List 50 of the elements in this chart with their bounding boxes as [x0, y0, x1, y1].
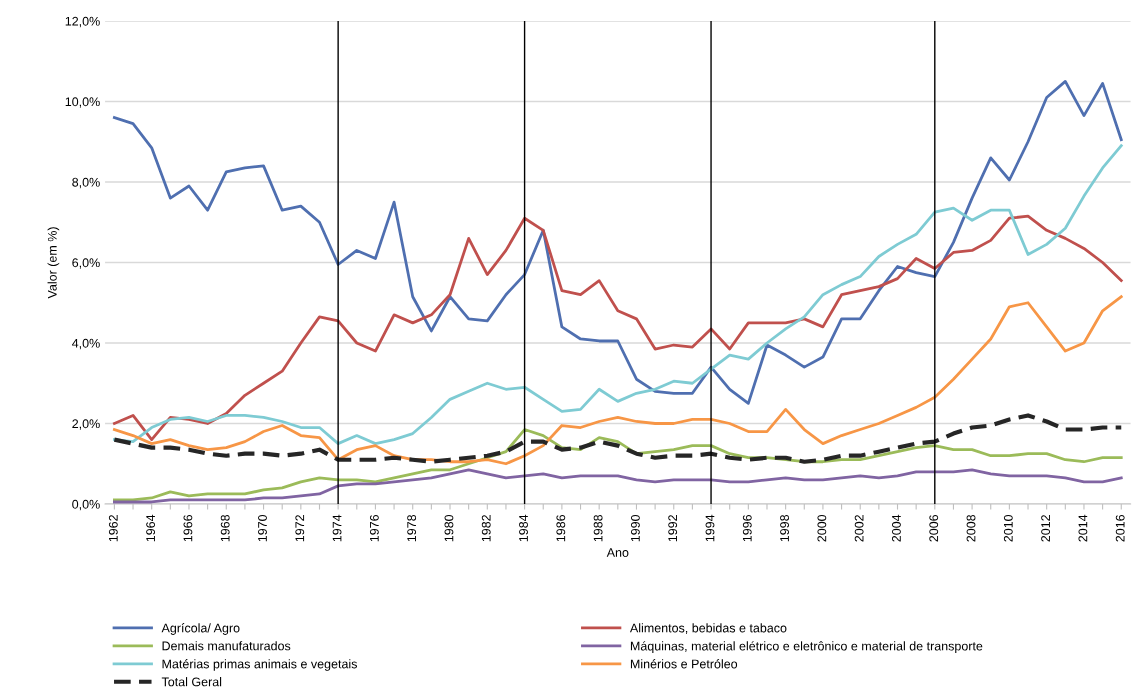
x-tick-label: 1992 — [668, 515, 678, 542]
x-tick-label: 1998 — [780, 514, 789, 542]
y-tick-label: 0,0% — [72, 499, 100, 511]
x-tick-label: 1968 — [220, 514, 230, 542]
legend-label: Demais manufaturados — [162, 641, 291, 651]
x-tick-label: 1988 — [593, 514, 603, 542]
x-axis-title: Ano — [606, 548, 629, 557]
x-tick-label: 1970 — [258, 514, 267, 542]
x-tick-label: 1974 — [332, 514, 342, 542]
x-tick-label: 1982 — [481, 515, 491, 542]
legend-label: Máquinas, material elétrico e eletrônico e material de transporte — [630, 641, 983, 653]
y-tick-label: 6,0% — [72, 258, 100, 269]
x-tick-label: 2006 — [929, 514, 939, 542]
x-tick-label: 1972 — [295, 515, 305, 542]
x-tick-label: 2012 — [1041, 515, 1051, 542]
x-tick-label: 2004 — [892, 514, 901, 542]
line-series — [113, 79, 1123, 405]
x-tick-label: 1978 — [407, 514, 417, 542]
x-tick-label: 1966 — [183, 514, 193, 542]
line-series — [113, 295, 1123, 466]
x-tick-label: 1986 — [556, 514, 566, 542]
x-tick-label: 2008 — [966, 514, 976, 542]
x-tick-label: 1962 — [108, 515, 118, 542]
legend-label: Agrícola/ Agro — [161, 623, 240, 635]
x-tick-label: 1994 — [705, 514, 715, 542]
x-tick-label: 1976 — [369, 514, 379, 542]
y-tick-label: 4,0% — [72, 338, 100, 350]
line-series — [113, 468, 1123, 504]
line-series — [113, 214, 1123, 441]
x-tick-label: 2010 — [1003, 514, 1013, 542]
x-tick-label: 2000 — [817, 514, 827, 542]
y-tick-label: 2,0% — [72, 419, 100, 430]
line-series — [113, 144, 1123, 446]
y-tick-label: 8,0% — [72, 177, 100, 189]
x-tick-label: 2014 — [1078, 514, 1088, 542]
legend-label: Total Geral — [161, 677, 222, 687]
legend-label: Minérios e Petróleo — [630, 659, 738, 669]
x-tick-label: 1984 — [519, 514, 528, 542]
y-tick-label: 12,0% — [65, 16, 100, 28]
x-tick-label: 1990 — [630, 514, 640, 542]
line-series — [112, 413, 1124, 464]
x-tick-label: 2016 — [1115, 514, 1125, 542]
x-tick-label: 1964 — [146, 514, 156, 542]
x-tick-label: 1996 — [742, 514, 752, 542]
legend-label: Matérias primas animais e vegetais — [162, 659, 357, 671]
x-tick-label: 2002 — [854, 515, 864, 542]
x-tick-label: 1980 — [444, 514, 454, 542]
y-tick-label: 10,0% — [65, 97, 100, 108]
legend-label: Alimentos, bebidas e tabaco — [629, 623, 787, 634]
y-axis-title: Valor (em %) — [47, 227, 60, 299]
